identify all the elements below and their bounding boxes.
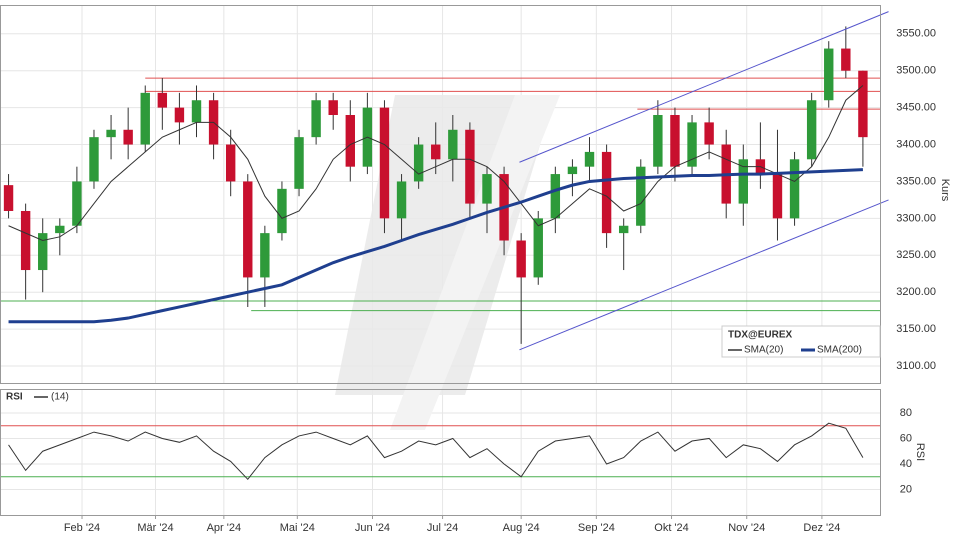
candle-body — [653, 115, 663, 167]
candle-body — [157, 92, 168, 108]
watermark-slash — [390, 95, 560, 430]
candle-body — [704, 122, 714, 145]
x-tick-label: Nov '24 — [728, 522, 765, 534]
x-tick-label: Mär '24 — [137, 522, 173, 534]
candle-body — [824, 48, 834, 101]
candle-body — [106, 129, 116, 138]
legend-label: SMA(20) — [744, 345, 783, 356]
candle-body — [345, 115, 355, 167]
rsi-axis-label: RSI — [914, 443, 926, 461]
x-tick-label: Dez '24 — [803, 522, 840, 534]
candle-body — [789, 159, 800, 219]
y-tick-label: 3250.00 — [896, 249, 936, 261]
y-tick-label: 3150.00 — [896, 323, 936, 335]
candle-body — [379, 107, 390, 219]
candle-body — [3, 185, 14, 211]
trend-channel — [519, 11, 889, 163]
candle-body — [482, 174, 492, 204]
trend-channel — [519, 199, 889, 351]
legend-label: (14) — [51, 392, 69, 403]
rsi-title: RSI — [6, 392, 23, 403]
legend-label: SMA(200) — [817, 345, 862, 356]
x-tick-label: Feb '24 — [64, 522, 100, 534]
candle-body — [618, 225, 629, 234]
candle-body — [20, 210, 31, 271]
rsi-frame — [0, 389, 881, 516]
x-tick-label: Okt '24 — [654, 522, 689, 534]
candle-body — [841, 48, 851, 71]
candle-body — [806, 100, 817, 160]
sma-line — [8, 85, 864, 242]
candle-body — [191, 100, 202, 123]
candle-body — [636, 166, 646, 226]
x-tick-label: Apr '24 — [207, 522, 242, 534]
y-tick-label: 3200.00 — [896, 286, 936, 298]
legend — [721, 325, 881, 358]
x-tick-label: Mai '24 — [280, 522, 315, 534]
candle-body — [738, 159, 748, 204]
candle-body — [567, 166, 578, 175]
main-frame — [0, 5, 881, 384]
y-tick-label: 3300.00 — [896, 212, 936, 224]
x-tick-label: Jul '24 — [427, 522, 458, 534]
candle-body — [584, 151, 595, 167]
candle-body — [448, 129, 458, 160]
candle-body — [89, 137, 99, 182]
candle-body — [174, 107, 185, 123]
candle-body — [55, 225, 65, 234]
candle-body — [123, 129, 133, 145]
candle-body — [550, 174, 561, 219]
y-tick-label: 3500.00 — [896, 65, 936, 77]
x-tick-label: Sep '24 — [578, 522, 615, 534]
x-tick-label: Jun '24 — [355, 522, 390, 534]
candle-body — [328, 100, 338, 116]
y-tick-label: 3100.00 — [896, 360, 936, 372]
candle-body — [413, 144, 424, 182]
candle-body — [396, 181, 407, 219]
candle-body — [533, 218, 543, 278]
legend-title: TDX@EUREX — [728, 330, 793, 341]
candle-body — [687, 122, 697, 167]
x-tick-label: Aug '24 — [503, 522, 540, 534]
y-tick-label: 3400.00 — [896, 138, 936, 150]
candle-body — [294, 137, 304, 189]
y-tick-label: 80 — [900, 407, 912, 419]
y-tick-label: 3450.00 — [896, 102, 936, 114]
y-tick-label: 3350.00 — [896, 175, 936, 187]
candle-body — [243, 181, 253, 278]
plot: 3100.00 3150.00 3200.00 3250.00 3300.00 3350.… — [0, 11, 936, 534]
candle-body — [260, 233, 270, 278]
y-tick-label: 3550.00 — [896, 28, 936, 40]
candle-body — [858, 70, 868, 138]
y-tick-label: 60 — [900, 432, 912, 444]
candle-body — [72, 181, 82, 226]
y-tick-label: 40 — [900, 458, 912, 470]
candle-body — [225, 144, 236, 182]
candle-body — [140, 92, 150, 145]
candle-body — [277, 188, 287, 234]
candle-body — [516, 240, 526, 278]
candle-body — [38, 233, 48, 271]
candle-body — [311, 100, 321, 138]
rsi-line — [8, 422, 864, 481]
y-axis-label: Kurs — [939, 179, 951, 202]
candle-body — [465, 129, 475, 204]
candle-body — [772, 174, 783, 219]
candle-body — [670, 115, 680, 167]
y-tick-label: 20 — [900, 483, 912, 495]
sma-line — [8, 168, 863, 324]
candle-body — [601, 151, 612, 234]
candle-body — [431, 144, 441, 160]
